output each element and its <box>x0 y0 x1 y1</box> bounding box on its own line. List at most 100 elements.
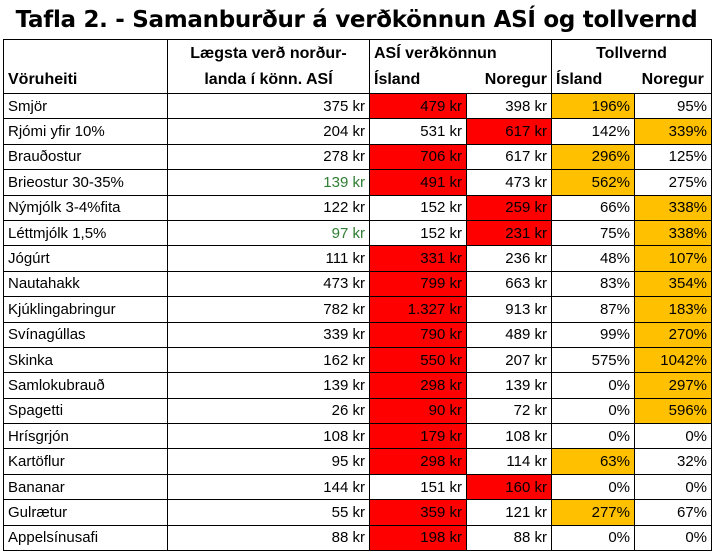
asi-iceland-cell: 90 kr <box>369 397 467 425</box>
header-row-bottom: Vöruheiti landa í könn. ASÍ Ísland Noreg… <box>3 67 713 94</box>
lowest-price-cell: 55 kr <box>167 499 370 526</box>
table-row: Smjör 375 kr 479 kr 398 kr 196% 95% <box>3 92 713 120</box>
table-row: Samlokubrauð 139 kr 298 kr 139 kr 0% 297% <box>3 372 713 399</box>
asi-norway-cell: 913 kr <box>466 296 552 323</box>
table-row: Jógúrt 111 kr 331 kr 236 kr 48% 107% <box>3 245 713 272</box>
toll-norway-cell: 596% <box>633 397 713 425</box>
toll-norway-cell: 297% <box>633 372 713 399</box>
toll-norway-cell: 32% <box>633 448 713 475</box>
asi-iceland-cell: 298 kr <box>369 372 467 399</box>
toll-norway-cell: 95% <box>633 92 713 120</box>
lowest-price-cell: 278 kr <box>167 143 370 171</box>
table-row: Nautahakk 473 kr 799 kr 663 kr 83% 354% <box>3 270 713 298</box>
toll-norway-cell: 0% <box>633 423 713 450</box>
lowest-price-cell: 108 kr <box>167 423 370 450</box>
toll-iceland-cell: 562% <box>551 169 635 196</box>
lowest-price-cell: 88 kr <box>167 524 370 552</box>
asi-iceland-cell: 152 kr <box>369 219 467 247</box>
asi-norway-cell: 259 kr <box>466 194 552 221</box>
lowest-price-cell: 339 kr <box>167 321 370 348</box>
asi-norway-cell: 617 kr <box>466 143 552 171</box>
product-name-cell: Bananar <box>3 473 168 501</box>
product-name-cell: Kartöflur <box>3 448 168 475</box>
product-name-cell: Svínagúllas <box>3 321 168 348</box>
product-name-cell: Spagetti <box>3 397 168 425</box>
toll-iceland-cell: 0% <box>551 372 635 399</box>
asi-norway-cell: 108 kr <box>466 423 552 450</box>
toll-iceland-cell: 277% <box>551 499 635 526</box>
lowest-price-cell: 111 kr <box>167 245 370 272</box>
lowest-price-cell: 95 kr <box>167 448 370 475</box>
product-name-cell: Kjúklingabringur <box>3 296 168 323</box>
asi-norway-cell: 72 kr <box>466 397 552 425</box>
asi-iceland-cell: 152 kr <box>369 194 467 221</box>
asi-norway-cell: 139 kr <box>466 372 552 399</box>
asi-iceland-cell: 298 kr <box>369 448 467 475</box>
table-row: Brieostur 30-35% 139 kr 491 kr 473 kr 562% 27… <box>3 169 713 196</box>
lowest-price-cell: 782 kr <box>167 296 370 323</box>
header-lowest-line1: Lægsta verð norður- <box>167 39 370 67</box>
lowest-price-cell: 26 kr <box>167 397 370 425</box>
asi-norway-cell: 114 kr <box>466 448 552 475</box>
product-name-cell: Appelsínusafi <box>3 524 168 552</box>
product-name-cell: Samlokubrauð <box>3 372 168 399</box>
asi-norway-cell: 473 kr <box>466 169 552 196</box>
lowest-price-cell: 375 kr <box>167 92 370 120</box>
toll-norway-cell: 0% <box>633 524 713 552</box>
toll-iceland-cell: 63% <box>551 448 635 475</box>
product-name-cell: Brauðostur <box>3 143 168 171</box>
asi-norway-cell: 88 kr <box>466 524 552 552</box>
lowest-price-cell: 139 kr <box>167 372 370 399</box>
asi-iceland-cell: 151 kr <box>369 473 467 501</box>
toll-norway-cell: 125% <box>633 143 713 171</box>
toll-norway-cell: 338% <box>633 194 713 221</box>
toll-norway-cell: 275% <box>633 169 713 196</box>
toll-norway-cell: 1042% <box>633 346 713 374</box>
table-row: Nýmjólk 3-4%fita 122 kr 152 kr 259 kr 66% 338… <box>3 194 713 221</box>
price-comparison-table: Lægsta verð norður- ASÍ verðkönnun Tollv… <box>3 39 713 552</box>
product-name-cell: Rjómi yfir 10% <box>3 118 168 145</box>
toll-iceland-cell: 87% <box>551 296 635 323</box>
asi-norway-cell: 160 kr <box>466 473 552 501</box>
toll-iceland-cell: 0% <box>551 397 635 425</box>
asi-iceland-cell: 531 kr <box>369 118 467 145</box>
product-name-cell: Skinka <box>3 346 168 374</box>
header-asi-group: ASÍ verðkönnun <box>369 39 552 67</box>
toll-iceland-cell: 142% <box>551 118 635 145</box>
toll-norway-cell: 354% <box>633 270 713 298</box>
asi-iceland-cell: 359 kr <box>369 499 467 526</box>
toll-norway-cell: 183% <box>633 296 713 323</box>
lowest-price-cell: 139 kr <box>167 169 370 196</box>
table-row: Gulrætur 55 kr 359 kr 121 kr 277% 67% <box>3 499 713 526</box>
toll-norway-cell: 270% <box>633 321 713 348</box>
header-lowest-line2: landa í könn. ASÍ <box>167 67 370 94</box>
asi-iceland-cell: 799 kr <box>369 270 467 298</box>
asi-norway-cell: 207 kr <box>466 346 552 374</box>
product-name-cell: Jógúrt <box>3 245 168 272</box>
table-row: Svínagúllas 339 kr 790 kr 489 kr 99% 270% <box>3 321 713 348</box>
asi-norway-cell: 231 kr <box>466 219 552 247</box>
header-product: Vöruheiti <box>3 67 168 94</box>
header-toll-group: Tollvernd <box>551 39 713 67</box>
asi-iceland-cell: 198 kr <box>369 524 467 552</box>
lowest-price-cell: 97 kr <box>167 219 370 247</box>
lowest-price-cell: 204 kr <box>167 118 370 145</box>
asi-norway-cell: 663 kr <box>466 270 552 298</box>
table-row: Appelsínusafi 88 kr 198 kr 88 kr 0% 0% <box>3 524 713 552</box>
header-asi-norway: Noregur <box>466 67 552 94</box>
header-toll-iceland: Ísland <box>551 67 635 94</box>
toll-iceland-cell: 0% <box>551 423 635 450</box>
toll-norway-cell: 67% <box>633 499 713 526</box>
asi-iceland-cell: 491 kr <box>369 169 467 196</box>
asi-iceland-cell: 479 kr <box>369 92 467 120</box>
product-name-cell: Smjör <box>3 92 168 120</box>
product-name-cell: Nýmjólk 3-4%fita <box>3 194 168 221</box>
table-row: Spagetti 26 kr 90 kr 72 kr 0% 596% <box>3 397 713 425</box>
asi-iceland-cell: 1.327 kr <box>369 296 467 323</box>
header-toll-norway: Noregur <box>634 67 713 94</box>
asi-norway-cell: 398 kr <box>466 92 552 120</box>
toll-iceland-cell: 0% <box>551 473 635 501</box>
table-row: Kartöflur 95 kr 298 kr 114 kr 63% 32% <box>3 448 713 475</box>
asi-iceland-cell: 790 kr <box>369 321 467 348</box>
toll-iceland-cell: 48% <box>551 245 635 272</box>
